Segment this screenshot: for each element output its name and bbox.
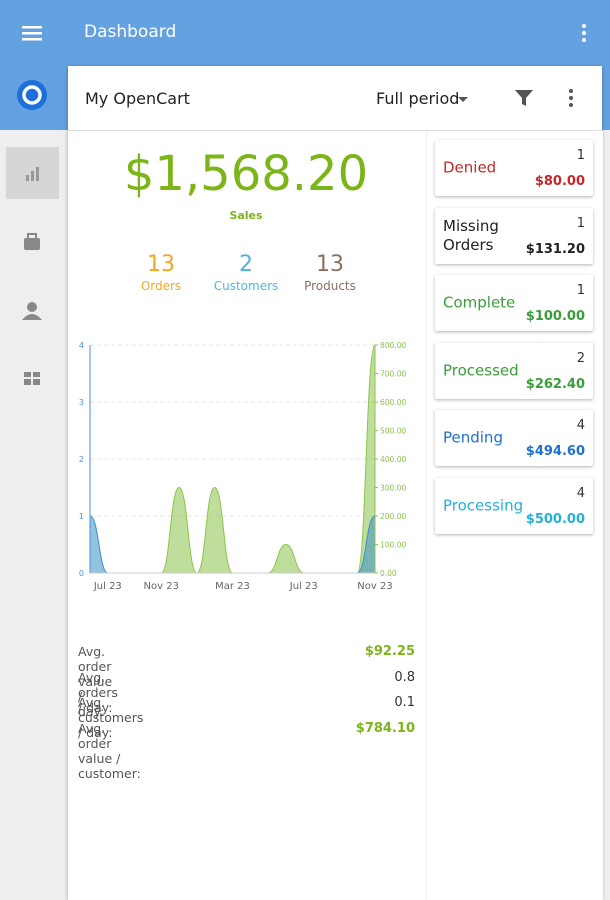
stat-customers: 2 Customers <box>201 252 291 293</box>
side-nav <box>0 130 68 900</box>
status-count: 4 <box>576 485 585 501</box>
chart: 0 1 2 3 4 0.00 100.00 200.00 300.00 400.00 500.00 6… <box>79 341 407 592</box>
nav-products[interactable] <box>22 368 42 388</box>
status-card[interactable]: Complete 1 $100.00 <box>435 275 593 331</box>
period-selector[interactable]: Full period <box>376 89 460 108</box>
y2-tick-label: 800.00 <box>380 341 406 350</box>
stat-value: 13 <box>147 252 175 277</box>
status-card[interactable]: Missing Orders 1 $131.20 <box>435 207 593 264</box>
dashboard-card: My OpenCart Full period $1,568.20 Sales … <box>68 66 603 900</box>
status-count: 1 <box>576 215 585 231</box>
status-amount: $131.20 <box>525 241 585 257</box>
stat-products: 13 Products <box>285 252 375 293</box>
x-tick-label: Jul 23 <box>93 581 122 592</box>
x-tick-label: Nov 23 <box>144 581 179 592</box>
status-count: 1 <box>576 283 585 298</box>
x-tick-label: Jul 23 <box>289 581 318 592</box>
status-amount: $100.00 <box>525 309 585 324</box>
menu-button[interactable] <box>22 24 46 42</box>
avg-label: Avg. order value / day: <box>78 644 113 719</box>
store-logo[interactable] <box>16 79 48 111</box>
card-header: My OpenCart Full period <box>68 66 602 131</box>
app-title: Dashboard <box>84 22 177 42</box>
status-name: Processed <box>443 361 519 379</box>
status-card[interactable]: Denied 1 $80.00 <box>435 140 593 196</box>
y2-tick-label: 300.00 <box>380 484 406 493</box>
filter-button[interactable] <box>514 88 534 108</box>
y2-tick-label: 600.00 <box>380 398 406 407</box>
avg-label: Avg. orders / day: <box>78 669 118 715</box>
avg-label: Avg. customers / day: <box>78 695 144 740</box>
y2-tick-label: 100.00 <box>380 541 406 550</box>
y2-tick-label: 500.00 <box>380 427 406 436</box>
status-amount: $494.60 <box>525 444 585 459</box>
y-tick-label: 2 <box>79 455 84 464</box>
y-tick-label: 4 <box>79 341 84 350</box>
y2-tick-label: 200.00 <box>380 512 406 521</box>
stat-value: 13 <box>316 252 344 277</box>
status-card[interactable]: Processing 4 $500.00 <box>435 477 593 534</box>
status-name: Processing <box>443 496 524 514</box>
status-amount: $262.40 <box>525 376 585 392</box>
y-tick-label: 1 <box>79 512 84 521</box>
nav-customers[interactable] <box>22 300 42 322</box>
sales-total: $1,568.20 <box>123 146 369 202</box>
x-tick-label: Mar 23 <box>215 581 250 592</box>
sales-label: Sales <box>229 209 263 222</box>
y-tick-label: 0 <box>79 569 84 578</box>
y2-tick-label: 400.00 <box>380 455 406 464</box>
status-name: Complete <box>443 293 516 312</box>
avg-value: 0.8 <box>394 669 415 685</box>
avg-value: $784.10 <box>355 720 415 736</box>
nav-dashboard[interactable] <box>6 147 59 199</box>
nav-orders[interactable] <box>22 232 42 252</box>
status-name: Denied <box>443 158 497 177</box>
stat-orders: 13 Orders <box>116 252 206 293</box>
stat-value: 2 <box>239 252 253 277</box>
status-count: 1 <box>576 148 585 163</box>
avg-value: $92.25 <box>364 644 415 659</box>
status-name: Pending <box>443 428 503 447</box>
stat-label: Orders <box>140 279 182 293</box>
avg-label: Avg. order value / customer: <box>78 720 141 781</box>
y-tick-label: 3 <box>79 398 84 407</box>
stat-label: Products <box>304 279 356 293</box>
stat-label: Customers <box>213 279 279 293</box>
status-card[interactable]: Pending 4 $494.60 <box>435 410 593 466</box>
store-name: My OpenCart <box>85 89 190 108</box>
status-name: Missing Orders <box>443 216 499 254</box>
y2-tick-label: 0.00 <box>380 569 397 578</box>
status-amount: $500.00 <box>525 511 585 527</box>
status-count: 4 <box>576 418 585 433</box>
card-menu[interactable] <box>565 88 577 110</box>
avg-value: 0.1 <box>394 695 415 710</box>
y2-tick-label: 700.00 <box>380 370 406 379</box>
series-area <box>89 515 376 574</box>
status-card[interactable]: Processed 2 $262.40 <box>435 342 593 399</box>
overflow-menu[interactable] <box>578 22 590 44</box>
dropdown-caret <box>458 97 468 102</box>
status-amount: $80.00 <box>534 174 585 189</box>
x-tick-label: Nov 23 <box>357 581 392 592</box>
status-count: 2 <box>576 350 585 366</box>
